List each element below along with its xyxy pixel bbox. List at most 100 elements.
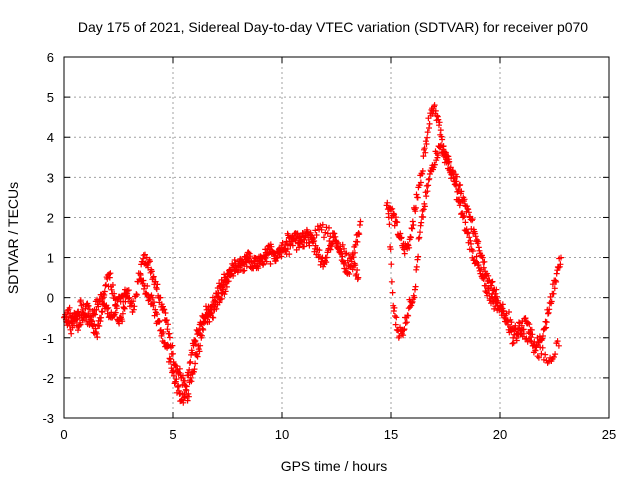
data-point (296, 244, 303, 251)
data-point (489, 278, 496, 285)
data-point (426, 120, 433, 127)
data-point (298, 238, 305, 245)
data-point (465, 209, 472, 216)
data-point (267, 260, 274, 267)
data-point (154, 311, 161, 318)
data-point (112, 309, 119, 316)
data-point (550, 354, 557, 360)
data-point (157, 327, 164, 334)
data-point (278, 253, 285, 260)
data-point (424, 188, 431, 195)
data-point (184, 397, 191, 404)
data-point (69, 324, 76, 331)
data-point (111, 295, 118, 302)
data-point (422, 149, 429, 156)
data-point (558, 254, 564, 261)
data-point (389, 289, 396, 296)
data-point (347, 255, 354, 262)
data-point (412, 283, 419, 290)
data-point (230, 272, 237, 279)
data-point (411, 294, 418, 301)
data-point (466, 234, 473, 241)
data-point (456, 196, 463, 203)
data-point (181, 377, 188, 384)
y-tick-label: 6 (47, 50, 54, 65)
data-point (111, 290, 118, 297)
y-tick-label: 3 (47, 170, 54, 185)
data-point (185, 393, 192, 400)
data-point (151, 299, 157, 306)
data-point (407, 234, 414, 241)
data-point (245, 249, 252, 256)
data-point (432, 107, 439, 114)
data-point (405, 312, 412, 319)
data-point (394, 219, 401, 226)
data-point (94, 322, 101, 329)
data-point (512, 322, 519, 329)
data-point (421, 203, 428, 210)
data-point (97, 318, 104, 325)
data-point (246, 258, 253, 265)
data-point (450, 168, 456, 175)
y-tick-label: -1 (42, 331, 54, 346)
data-point (541, 325, 548, 332)
data-point (253, 255, 260, 262)
data-point (485, 272, 492, 279)
data-point (542, 351, 549, 358)
data-point (113, 296, 119, 303)
data-point (508, 319, 515, 326)
x-tick-label: 20 (493, 427, 507, 442)
data-point (521, 330, 527, 337)
data-point (473, 253, 480, 260)
data-point (392, 321, 399, 328)
data-point (255, 265, 262, 272)
data-point (140, 277, 147, 284)
data-point (401, 250, 408, 257)
data-point (406, 244, 413, 251)
data-point (321, 234, 327, 241)
data-point (80, 317, 86, 324)
data-point (435, 152, 441, 159)
data-point (323, 254, 330, 261)
data-point (154, 281, 161, 288)
data-point (197, 342, 204, 349)
data-point (339, 253, 346, 260)
data-point (546, 306, 553, 313)
data-point (250, 263, 256, 270)
data-point (327, 246, 334, 253)
data-point (119, 318, 126, 325)
data-point (278, 242, 285, 249)
data-point (555, 264, 562, 271)
data-point (167, 358, 174, 365)
data-point (403, 319, 410, 326)
data-point (499, 301, 506, 308)
data-point (213, 305, 220, 312)
data-point (538, 350, 545, 357)
data-point (506, 309, 512, 315)
data-point (260, 261, 266, 268)
data-point (221, 291, 228, 298)
data-point (555, 342, 562, 349)
data-point (91, 321, 98, 328)
data-point (398, 234, 405, 241)
data-point (397, 230, 404, 237)
data-point (331, 230, 337, 237)
data-point (538, 336, 545, 343)
data-point (412, 204, 419, 211)
data-point (348, 255, 355, 262)
data-point (493, 286, 500, 293)
x-tick-label: 25 (602, 427, 616, 442)
data-point (402, 320, 409, 327)
data-point (262, 255, 269, 262)
data-point (245, 255, 252, 262)
data-point (252, 255, 259, 261)
data-point (173, 376, 180, 383)
data-point (388, 278, 395, 285)
x-tick-label: 15 (384, 427, 398, 442)
data-point (301, 243, 308, 250)
chart-title: Day 175 of 2021, Sidereal Day-to-day VTE… (78, 19, 588, 35)
data-point (312, 242, 319, 249)
y-tick-label: 2 (47, 210, 54, 225)
data-point (535, 354, 542, 361)
data-point (469, 248, 476, 254)
